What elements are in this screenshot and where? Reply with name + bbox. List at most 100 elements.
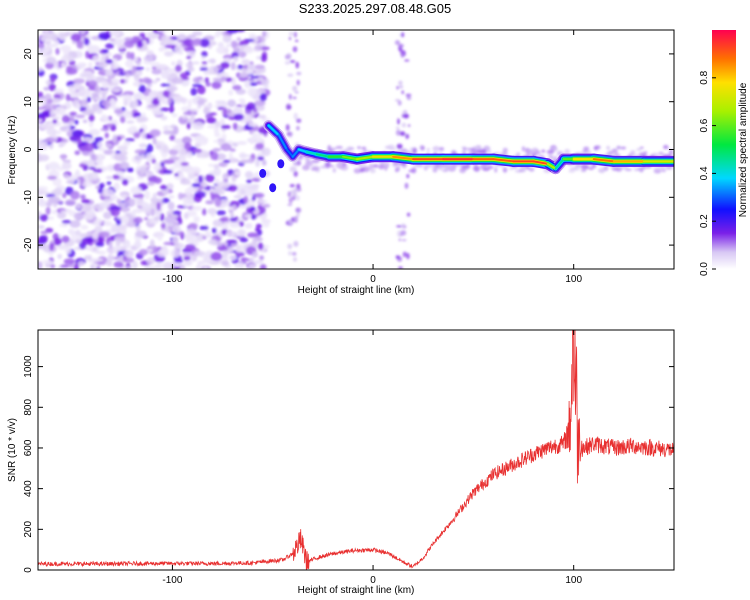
- heatmap-noise-blob: [75, 103, 81, 110]
- heatmap-noise-blob: [212, 219, 223, 227]
- heatmap-noise-blob: [222, 250, 229, 258]
- heatmap-noise-blob: [93, 168, 103, 173]
- heatmap-stripe-blob: [400, 230, 407, 236]
- heatmap-noise-blob: [72, 83, 80, 89]
- heatmap-noise-blob: [103, 221, 108, 226]
- heatmap-noise-blob: [162, 144, 169, 153]
- heatmap-noise-blob: [194, 177, 199, 184]
- heatmap-noise-blob: [48, 83, 56, 92]
- heatmap-noise-blob: [110, 30, 121, 37]
- heatmap-noise-blob: [254, 64, 265, 70]
- heatmap-noise-blob: [38, 118, 43, 123]
- heatmap-noise-blob: [235, 244, 241, 253]
- heatmap-noise-blob: [222, 173, 229, 181]
- heatmap-noise-blob: [225, 230, 236, 238]
- heatmap-noise-blob: [47, 175, 57, 180]
- colorbar-tick-label: 0.0: [699, 262, 710, 276]
- heatmap-noise-blob: [62, 192, 67, 199]
- y-tick-label: 200: [23, 521, 34, 538]
- heatmap-stripe-blob: [296, 71, 302, 76]
- heatmap-noise-blob: [155, 77, 161, 82]
- heatmap-halo-blob: [606, 146, 611, 150]
- heatmap-noise-blob: [109, 235, 116, 242]
- heatmap-halo-blob: [541, 149, 546, 153]
- heatmap-noise-blob: [234, 170, 241, 176]
- heatmap-noise-blob: [160, 184, 168, 190]
- heatmap-noise-blob: [124, 249, 134, 258]
- heatmap-noise-blob: [238, 72, 248, 78]
- heatmap-noise-blob: [198, 175, 203, 184]
- heatmap-halo-blob: [387, 144, 395, 150]
- heatmap-noise-blob: [190, 113, 196, 118]
- heatmap-noise-blob: [156, 30, 169, 33]
- heatmap-noise-blob: [47, 161, 60, 171]
- heatmap-noise-blob: [133, 208, 141, 213]
- heatmap-stripe-blob: [288, 251, 292, 256]
- heatmap-noise-blob: [202, 104, 213, 108]
- heatmap-halo-blob: [661, 169, 666, 172]
- heatmap-noise-blob: [147, 104, 158, 108]
- heatmap-noise-blob: [228, 255, 237, 261]
- heatmap-stripe-blob: [288, 197, 293, 204]
- y-tick-label: 1000: [23, 355, 34, 378]
- heatmap-noise-blob: [80, 224, 89, 230]
- heatmap-noise-blob: [222, 159, 231, 163]
- heatmap-noise-blob: [217, 180, 230, 190]
- heatmap-noise-blob: [148, 54, 157, 59]
- heatmap-halo-blob: [520, 167, 526, 173]
- heatmap-noise-blob: [98, 32, 110, 40]
- heatmap-stripe-blob: [292, 85, 298, 92]
- heatmap-noise-blob: [150, 208, 156, 217]
- heatmap-noise-blob: [145, 67, 151, 72]
- heatmap-noise-blob: [255, 104, 265, 111]
- heatmap-noise-blob: [65, 124, 71, 132]
- heatmap-stripe-blob: [401, 239, 407, 242]
- heatmap-noise-blob: [133, 132, 141, 139]
- heatmap-noise-blob: [244, 223, 253, 229]
- heatmap-noise-blob: [263, 84, 269, 89]
- heatmap-halo-blob: [639, 146, 644, 149]
- heatmap-stripe-blob: [291, 252, 297, 256]
- heatmap-stripe-blob: [401, 90, 404, 95]
- heatmap-noise-blob: [61, 235, 70, 243]
- x-tick-label: -100: [162, 575, 182, 586]
- heatmap-noise-blob: [38, 67, 44, 72]
- heatmap-noise-blob: [51, 97, 61, 104]
- spectrogram-x-label: Height of straight line (km): [298, 285, 415, 296]
- heatmap-noise-blob: [244, 80, 251, 89]
- spectrogram-y-label: Frequency (Hz): [7, 116, 18, 185]
- heatmap-halo-blob: [603, 165, 609, 171]
- heatmap-noise-blob: [67, 56, 73, 62]
- snr-series-line: [38, 330, 674, 570]
- heatmap-stripe-blob: [395, 129, 401, 136]
- heatmap-noise-blob: [213, 167, 222, 177]
- heatmap-noise-blob: [70, 190, 80, 200]
- heatmap-noise-blob: [38, 140, 45, 148]
- heatmap-stripe-blob: [288, 36, 292, 41]
- colorbar: 0.0 0.2 0.4 0.6 0.8 Normalized spectral ampl…: [699, 30, 749, 276]
- heatmap-noise-blob: [203, 106, 210, 115]
- heatmap-noise-blob: [217, 242, 223, 247]
- heatmap-noise-blob: [221, 133, 227, 140]
- heatmap-noise-blob: [259, 93, 267, 102]
- heatmap-noise-blob: [87, 80, 98, 87]
- heatmap-stripe-blob: [406, 212, 411, 217]
- heatmap-noise-blob: [249, 206, 256, 212]
- y-tick-label: 0: [23, 567, 34, 573]
- heatmap-noise-blob: [137, 205, 142, 209]
- heatmap-noise-blob: [182, 115, 189, 120]
- heatmap-noise-blob: [161, 197, 170, 204]
- figure-title: S233.2025.297.08.48.G05: [299, 1, 452, 16]
- heatmap-noise-blob: [133, 99, 139, 108]
- heatmap-noise-blob: [172, 95, 183, 102]
- heatmap-noise-blob: [69, 111, 77, 116]
- heatmap-noise-blob: [95, 84, 100, 92]
- heatmap-noise-blob: [81, 98, 88, 108]
- heatmap-noise-blob: [182, 97, 187, 105]
- heatmap-noise-blob: [122, 70, 133, 74]
- heatmap-noise-blob: [123, 39, 135, 48]
- heatmap-noise-blob: [239, 40, 250, 46]
- heatmap-noise-blob: [251, 239, 258, 248]
- heatmap-noise-blob: [133, 92, 144, 102]
- heatmap-halo-blob: [342, 162, 347, 167]
